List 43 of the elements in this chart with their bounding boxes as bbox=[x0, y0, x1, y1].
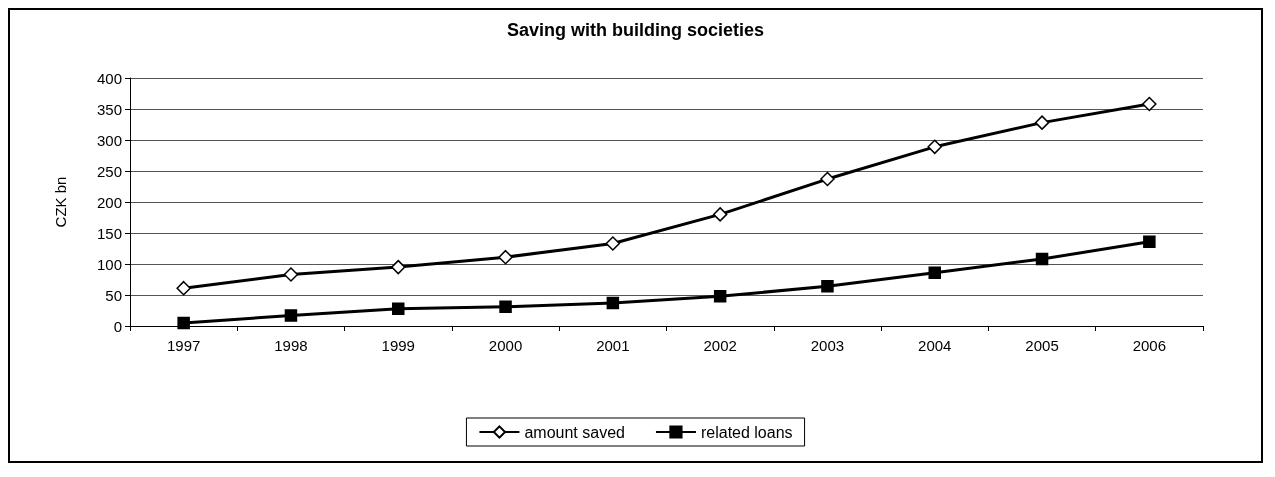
x-tick-label: 2004 bbox=[918, 337, 952, 354]
x-tick-label: 2003 bbox=[810, 337, 845, 354]
x-tick-label: 2002 bbox=[703, 337, 737, 354]
y-tick-label: 0 bbox=[113, 317, 122, 335]
point bbox=[391, 259, 406, 275]
y-axis-title: CZK bn bbox=[52, 176, 69, 228]
x-tick-label: 2000 bbox=[488, 337, 523, 354]
chart-title: Saving with building societies bbox=[506, 20, 765, 40]
x-tick-label: 1999 bbox=[381, 337, 415, 354]
point bbox=[927, 139, 942, 155]
point bbox=[284, 309, 298, 322]
y-tick-label: 100 bbox=[96, 255, 122, 273]
point bbox=[1034, 115, 1050, 130]
point bbox=[499, 300, 512, 314]
point bbox=[176, 280, 191, 296]
point bbox=[283, 267, 299, 282]
point bbox=[712, 207, 728, 222]
point bbox=[713, 289, 727, 303]
point bbox=[498, 249, 513, 265]
x-tick-label: 2006 bbox=[1132, 337, 1167, 354]
y-tick-label: 50 bbox=[105, 286, 122, 304]
y-tick-label: 400 bbox=[96, 69, 122, 87]
y-tick-label: 300 bbox=[96, 131, 122, 149]
point bbox=[1143, 235, 1156, 248]
x-tick-label: 1998 bbox=[274, 337, 308, 354]
point bbox=[605, 236, 621, 251]
y-tick-label: 350 bbox=[96, 100, 122, 118]
y-tick-label: 150 bbox=[96, 224, 122, 242]
point bbox=[1035, 252, 1049, 266]
point bbox=[820, 171, 835, 187]
point bbox=[1142, 96, 1157, 112]
x-tick-label: 2001 bbox=[596, 337, 630, 354]
point bbox=[821, 280, 834, 293]
y-tick-label: 250 bbox=[96, 162, 122, 180]
point bbox=[606, 296, 620, 310]
x-tick-label: 2005 bbox=[1025, 337, 1059, 354]
x-tick-label: 1997 bbox=[166, 337, 201, 354]
legend-label: amount saved bbox=[524, 423, 625, 441]
point bbox=[177, 316, 190, 330]
point bbox=[392, 302, 405, 315]
y-tick-label: 200 bbox=[96, 193, 122, 211]
point bbox=[928, 266, 941, 279]
legend-label: related loans bbox=[700, 423, 793, 441]
